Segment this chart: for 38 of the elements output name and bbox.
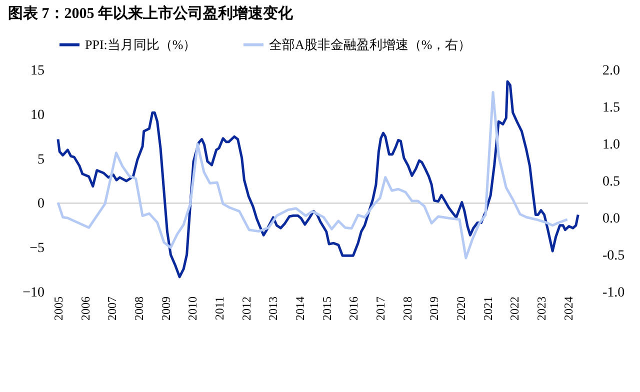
legend-label: PPI:当月同比（%） <box>85 36 196 52</box>
x-tick-label: 2023 <box>534 296 549 320</box>
line-series <box>56 90 569 260</box>
x-tick-label: 2007 <box>105 296 120 320</box>
y-tick-label: −5 <box>30 241 44 256</box>
x-tick-label: 2018 <box>400 296 414 320</box>
y-tick-label: 15 <box>30 64 44 78</box>
x-tick-label: 2008 <box>132 296 146 320</box>
y-tick-label: 0 <box>38 196 44 212</box>
x-tick-label: 2020 <box>454 296 468 320</box>
x-tick-label: 2015 <box>320 296 334 320</box>
x-tick-label: 2016 <box>346 296 361 320</box>
x-tick-label: 2011 <box>212 296 227 320</box>
y-tick-label: 5 <box>38 152 44 168</box>
line-series <box>56 80 580 278</box>
chart-title: 图表 7：2005 年以来上市公司盈利增速变化 <box>8 4 294 22</box>
x-tick-label: 2009 <box>158 296 173 320</box>
x-tick-label: 2010 <box>186 296 200 320</box>
x-tick-label: 2006 <box>78 296 92 320</box>
x-tick-label: 2019 <box>427 296 442 320</box>
legend-label: 全部A股非金融盈利增速（%，右） <box>269 36 472 52</box>
y2-tick-label: 1.5 <box>602 100 620 116</box>
x-tick-label: 2014 <box>293 296 308 320</box>
y2-tick-label: 0.0 <box>602 212 620 226</box>
x-tick-label: 2017 <box>374 296 388 320</box>
x-tick-label: 2013 <box>266 296 280 320</box>
y2-tick-label: 0.5 <box>602 174 620 190</box>
x-tick-label: 2005 <box>52 296 66 320</box>
x-tick-label: 2022 <box>508 296 522 320</box>
y-tick-label: −10 <box>22 286 44 300</box>
x-tick-label: 2024 <box>561 296 576 320</box>
x-tick-label: 2012 <box>239 296 254 320</box>
y-tick-label: 10 <box>30 108 44 123</box>
y2-tick-label: 2.0 <box>602 64 620 78</box>
x-tick-label: 2021 <box>480 296 495 320</box>
y2-tick-label: -0.5 <box>602 248 625 264</box>
y2-tick-label: -1.0 <box>602 286 625 300</box>
y2-tick-label: 1.0 <box>602 138 620 152</box>
